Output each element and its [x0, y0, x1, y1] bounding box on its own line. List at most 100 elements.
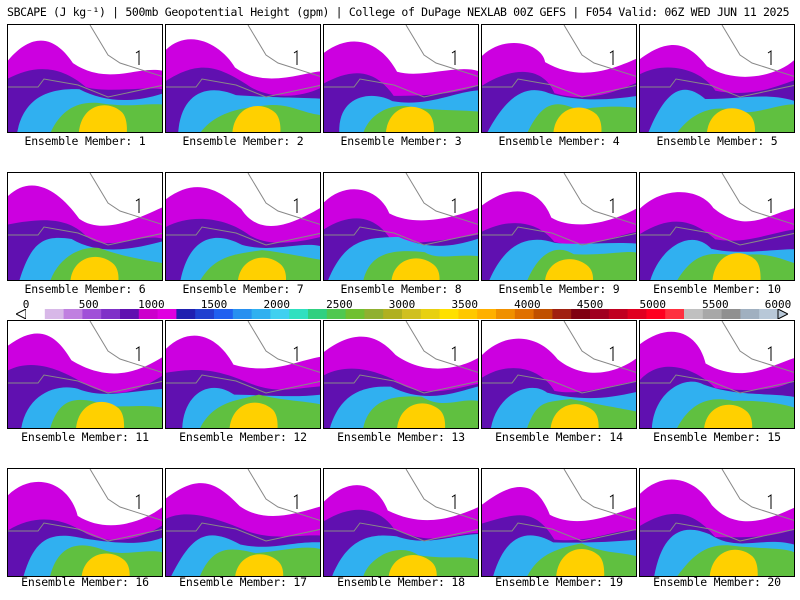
colorbar-tick-label: 4000 — [514, 298, 541, 311]
cape-field — [640, 173, 794, 280]
ensemble-member-label: Ensemble Member: 17 — [179, 575, 307, 589]
coastline — [767, 50, 772, 65]
colorbar-swatch — [120, 309, 140, 319]
colorbar-swatch — [138, 309, 159, 319]
cape-field — [640, 25, 794, 132]
ensemble-member-map — [7, 172, 163, 281]
border-line — [563, 25, 636, 77]
ensemble-member-label: Ensemble Member: 14 — [495, 430, 623, 444]
cape-field — [8, 173, 162, 280]
colorbar-tick-label: 3000 — [388, 298, 416, 311]
colorbar-swatch — [552, 309, 572, 319]
border-line — [89, 469, 162, 521]
border-line — [405, 469, 478, 521]
ensemble-member-map — [639, 172, 795, 281]
border-line — [247, 173, 320, 225]
cape-field — [166, 25, 320, 132]
border-line — [8, 522, 162, 542]
colorbar-swatch — [383, 309, 403, 319]
colorbar-swatch — [514, 309, 535, 319]
border-line — [324, 226, 478, 246]
coastline — [293, 346, 298, 361]
border-line — [640, 226, 794, 246]
coastline — [135, 50, 140, 65]
cape-field — [8, 321, 162, 428]
coastline — [609, 494, 614, 509]
border-line — [8, 226, 162, 246]
ensemble-member-map — [7, 24, 163, 133]
ensemble-member-label: Ensemble Member: 2 — [182, 134, 304, 148]
colorbar-swatch — [590, 309, 610, 319]
ensemble-member-map — [7, 468, 163, 577]
colorbar-swatch — [420, 309, 441, 319]
cape-core-yellow — [70, 256, 119, 280]
colorbar-swatch — [157, 309, 177, 319]
colorbar-swatch — [345, 309, 365, 319]
coastline — [451, 198, 456, 213]
colorbar-tick-label: 500 — [78, 298, 99, 311]
border-line — [166, 78, 320, 98]
border-line — [640, 374, 794, 394]
border-line — [247, 469, 320, 521]
border-line — [166, 374, 320, 394]
ensemble-member-map — [323, 172, 479, 281]
colorbar-swatch — [458, 309, 478, 319]
coastline — [609, 198, 614, 213]
cape-field — [324, 25, 478, 132]
colorbar-swatch — [232, 309, 253, 319]
cape-field — [640, 321, 794, 428]
border-line — [482, 78, 636, 98]
colorbar-max-arrow — [777, 309, 788, 319]
cape-field — [324, 321, 478, 428]
border-line — [89, 25, 162, 77]
coastline — [767, 346, 772, 361]
colorbar-tick-label: 0 — [22, 298, 30, 311]
cape-field — [482, 173, 636, 280]
cape-core-yellow — [386, 106, 434, 132]
cape-field — [482, 321, 636, 428]
border-line — [405, 321, 478, 373]
ensemble-member-map — [165, 320, 321, 429]
cape-core-yellow — [545, 259, 594, 280]
colorbar-swatch — [533, 309, 553, 319]
cape-core-yellow — [553, 107, 602, 132]
cape-core-yellow — [235, 554, 284, 576]
ensemble-member-label: Ensemble Member: 3 — [340, 134, 462, 148]
ensemble-member-map — [323, 320, 479, 429]
colorbar-swatch — [26, 309, 46, 319]
cape-field — [324, 173, 478, 280]
border-line — [166, 522, 320, 542]
ensemble-member-label: Ensemble Member: 7 — [182, 282, 304, 296]
ensemble-member-label: Ensemble Member: 11 — [21, 430, 149, 444]
colorbar-swatch — [251, 309, 271, 319]
border-line — [563, 469, 636, 521]
cape-field — [482, 25, 636, 132]
colorbar-swatch — [439, 309, 459, 319]
colorbar-swatch — [101, 309, 121, 319]
ensemble-member-label: Ensemble Member: 4 — [498, 134, 620, 148]
border-line — [405, 173, 478, 225]
colorbar-swatch — [270, 309, 290, 319]
ensemble-member-label: Ensemble Member: 16 — [21, 575, 149, 589]
colorbar-tick-label: 1500 — [200, 298, 228, 311]
border-line — [563, 321, 636, 373]
ensemble-member-label: Ensemble Member: 9 — [498, 282, 620, 296]
border-line — [247, 25, 320, 77]
border-line — [247, 321, 320, 373]
colorbar-swatch — [571, 309, 591, 319]
colorbar-min-arrow — [16, 309, 27, 319]
ensemble-member-label: Ensemble Member: 6 — [24, 282, 146, 296]
coastline — [451, 494, 456, 509]
colorbar-tick-label: 2000 — [263, 298, 290, 311]
colorbar-tick-label: 1000 — [138, 298, 165, 311]
cape-core-yellow — [391, 258, 440, 280]
colorbar-swatch — [627, 309, 647, 319]
colorbar-swatch — [496, 309, 516, 319]
ensemble-member-label: Ensemble Member: 15 — [653, 430, 781, 444]
ensemble-member-label: Ensemble Member: 12 — [179, 430, 307, 444]
coastline — [451, 50, 456, 65]
colorbar-swatch — [326, 309, 347, 319]
cape-core-yellow — [397, 403, 446, 428]
cape-field — [8, 25, 162, 132]
coastline — [609, 346, 614, 361]
